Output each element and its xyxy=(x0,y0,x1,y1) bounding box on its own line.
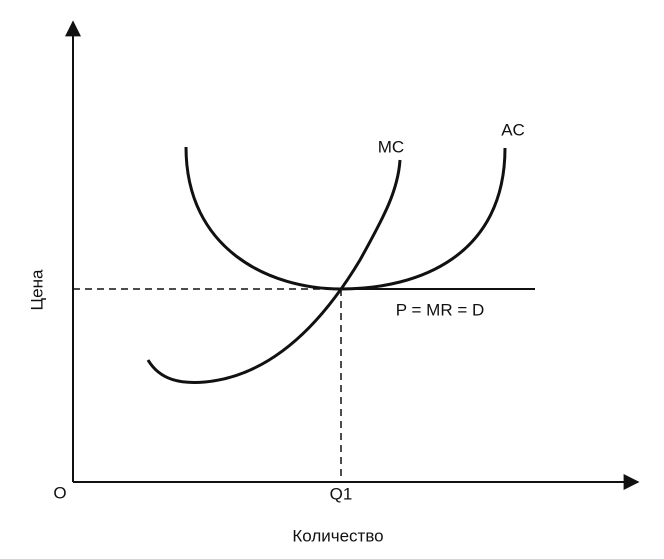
q1-label: Q1 xyxy=(330,484,353,503)
mc-label: MC xyxy=(378,137,404,156)
ac-label: AC xyxy=(501,120,525,139)
mc-curve xyxy=(146,159,402,384)
price-line-label: P = MR = D xyxy=(396,300,485,319)
ac-curve xyxy=(184,146,507,291)
x-axis-label: Количество xyxy=(292,526,383,545)
origin-label: O xyxy=(53,483,66,502)
y-axis-label: Цена xyxy=(27,269,46,310)
